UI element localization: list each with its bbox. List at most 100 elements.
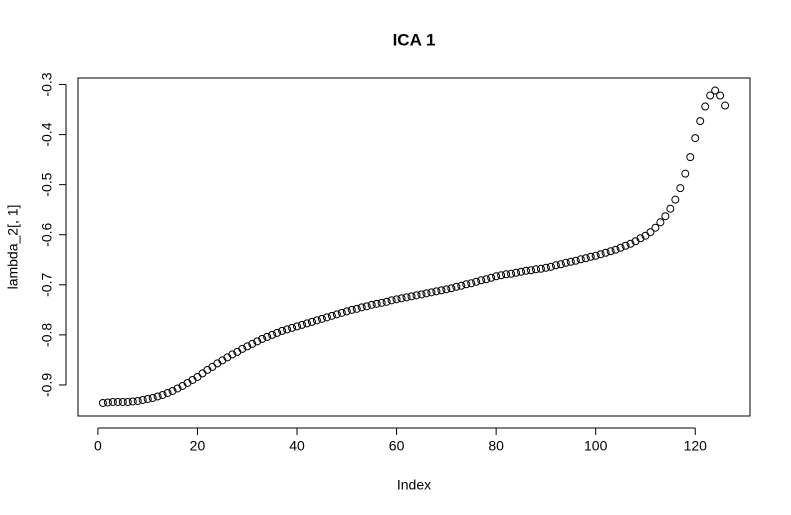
point xyxy=(332,310,341,319)
y-tick-label: -0.5 xyxy=(39,172,55,196)
point xyxy=(288,323,297,332)
x-axis-label: Index xyxy=(397,477,431,493)
point xyxy=(342,307,351,316)
point xyxy=(362,302,371,311)
point xyxy=(502,270,511,279)
point xyxy=(422,289,431,298)
point xyxy=(706,91,715,100)
point xyxy=(512,268,521,277)
point xyxy=(661,212,670,221)
point xyxy=(118,397,127,406)
point xyxy=(591,251,600,260)
point xyxy=(711,86,720,95)
point xyxy=(497,271,506,280)
point xyxy=(716,91,725,100)
x-tick-label: 100 xyxy=(584,438,608,454)
point xyxy=(517,267,526,276)
point xyxy=(531,265,540,274)
point xyxy=(681,169,690,178)
point xyxy=(626,239,635,248)
point xyxy=(278,326,287,335)
point xyxy=(686,153,695,162)
point xyxy=(312,316,321,325)
point xyxy=(482,275,491,284)
point xyxy=(243,342,252,351)
point xyxy=(526,266,535,275)
point xyxy=(407,292,416,301)
point xyxy=(258,334,267,343)
y-tick-label: -0.4 xyxy=(39,122,55,146)
point xyxy=(556,260,565,269)
point xyxy=(412,291,421,300)
point xyxy=(113,397,122,406)
point xyxy=(377,298,386,307)
point xyxy=(601,248,610,257)
point xyxy=(397,294,406,303)
chart-title: ICA 1 xyxy=(393,30,436,49)
point xyxy=(417,290,426,299)
point xyxy=(372,299,381,308)
y-axis-label: lambda_2[, 1] xyxy=(5,205,21,290)
point xyxy=(696,117,705,126)
point xyxy=(571,256,580,265)
point xyxy=(228,350,237,359)
point xyxy=(462,280,471,289)
point xyxy=(298,320,306,329)
point xyxy=(268,330,277,339)
point xyxy=(676,184,685,193)
point xyxy=(507,269,516,278)
point xyxy=(327,311,336,320)
point xyxy=(656,218,665,227)
point xyxy=(442,285,451,294)
point xyxy=(347,305,356,314)
point xyxy=(98,398,107,407)
point xyxy=(253,337,262,346)
point xyxy=(561,258,570,267)
point xyxy=(163,388,172,397)
point xyxy=(302,319,311,328)
y-tick-label: -0.8 xyxy=(39,323,55,347)
point xyxy=(238,344,247,353)
point xyxy=(123,397,132,406)
plot-box xyxy=(77,77,751,417)
x-tick-label: 120 xyxy=(684,438,708,454)
point xyxy=(691,134,700,143)
point xyxy=(128,397,137,406)
x-tick-label: 20 xyxy=(190,438,206,454)
point xyxy=(248,339,257,348)
point xyxy=(621,241,630,250)
point xyxy=(447,284,456,293)
point xyxy=(477,276,486,285)
point xyxy=(586,252,595,261)
point xyxy=(322,313,331,322)
point xyxy=(357,303,366,312)
point xyxy=(616,243,625,252)
point xyxy=(337,308,346,317)
point xyxy=(671,195,680,204)
point xyxy=(133,396,142,405)
point xyxy=(636,234,645,243)
point xyxy=(666,204,675,213)
point xyxy=(606,247,615,256)
point xyxy=(317,314,326,323)
point xyxy=(546,262,555,271)
point xyxy=(352,304,361,313)
point xyxy=(646,228,655,237)
point xyxy=(108,397,117,406)
point xyxy=(148,393,157,402)
point xyxy=(651,223,660,232)
y-tick-label: -0.3 xyxy=(39,72,55,96)
point xyxy=(168,386,177,395)
point xyxy=(566,257,575,266)
point xyxy=(367,300,376,309)
x-tick-label: 0 xyxy=(94,438,102,454)
point xyxy=(283,325,292,334)
point xyxy=(472,277,481,286)
point xyxy=(307,317,316,326)
y-tick-label: -0.9 xyxy=(39,373,55,397)
point xyxy=(293,322,302,331)
point xyxy=(536,264,545,273)
x-tick-label: 60 xyxy=(389,438,405,454)
point xyxy=(392,295,401,304)
x-tick-label: 80 xyxy=(488,438,504,454)
